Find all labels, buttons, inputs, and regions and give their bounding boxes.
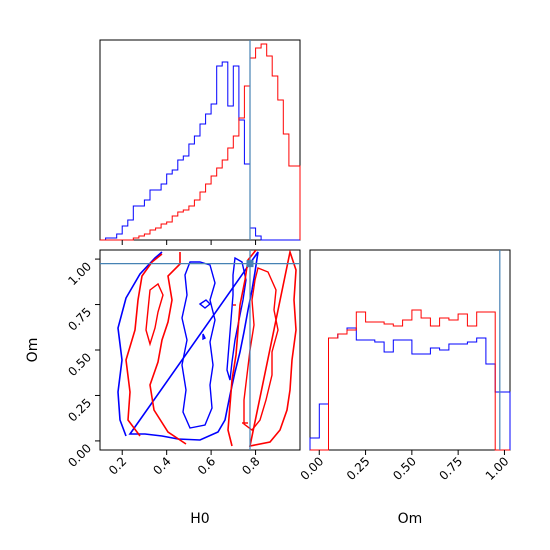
contour-xtick-label: 0.2: [106, 454, 129, 477]
contour-xtick-label: 0.8: [239, 454, 262, 477]
hist-step-blue: [309, 327, 511, 450]
xlabel-om: Om: [398, 511, 423, 527]
panel-hist-h0: [99, 39, 301, 241]
hist-om-frame: [309, 249, 511, 451]
contour-xtick-label: 0.4: [150, 454, 173, 477]
contour-ytick-label: 1.00: [65, 259, 94, 288]
hist-h0-frame: [99, 39, 301, 241]
hist-step-red: [100, 43, 301, 241]
contour-blue-inner-right: [226, 256, 247, 381]
xlabel-h0: H0: [190, 511, 209, 527]
hist-om-xtick-label: 0.00: [298, 454, 327, 483]
hist-om-xtick-label: 0.25: [344, 454, 373, 483]
contour-red-outer-left: [125, 252, 187, 445]
contour-ytick-label: 0.75: [65, 305, 94, 334]
hist-step-red: [310, 309, 510, 451]
hist-step-blue: [100, 61, 300, 241]
contour-xtick-label: 0.6: [195, 454, 218, 477]
contour-red-left-loop: [145, 282, 164, 347]
hist-om-xtick-label: 1.00: [483, 454, 512, 483]
panel-contour-h0-om: [99, 249, 301, 451]
contour-ytick-label: 0.50: [65, 350, 94, 379]
contour-ytick-label: 0.00: [65, 441, 94, 470]
contour-ytick-label: 0.25: [65, 396, 94, 425]
ylabel-om: Om: [25, 338, 41, 363]
contour-blue-blob: [198, 299, 212, 309]
contour-blue-inner: [181, 261, 216, 429]
hist-om-xtick-label: 0.75: [436, 454, 465, 483]
contour-blue-dot: [202, 333, 206, 341]
panel-hist-om: [309, 249, 511, 451]
contour-red-right-inner: [243, 267, 279, 431]
contour-red-right-outer: [227, 250, 297, 448]
hist-om-xtick-label: 0.50: [390, 454, 419, 483]
